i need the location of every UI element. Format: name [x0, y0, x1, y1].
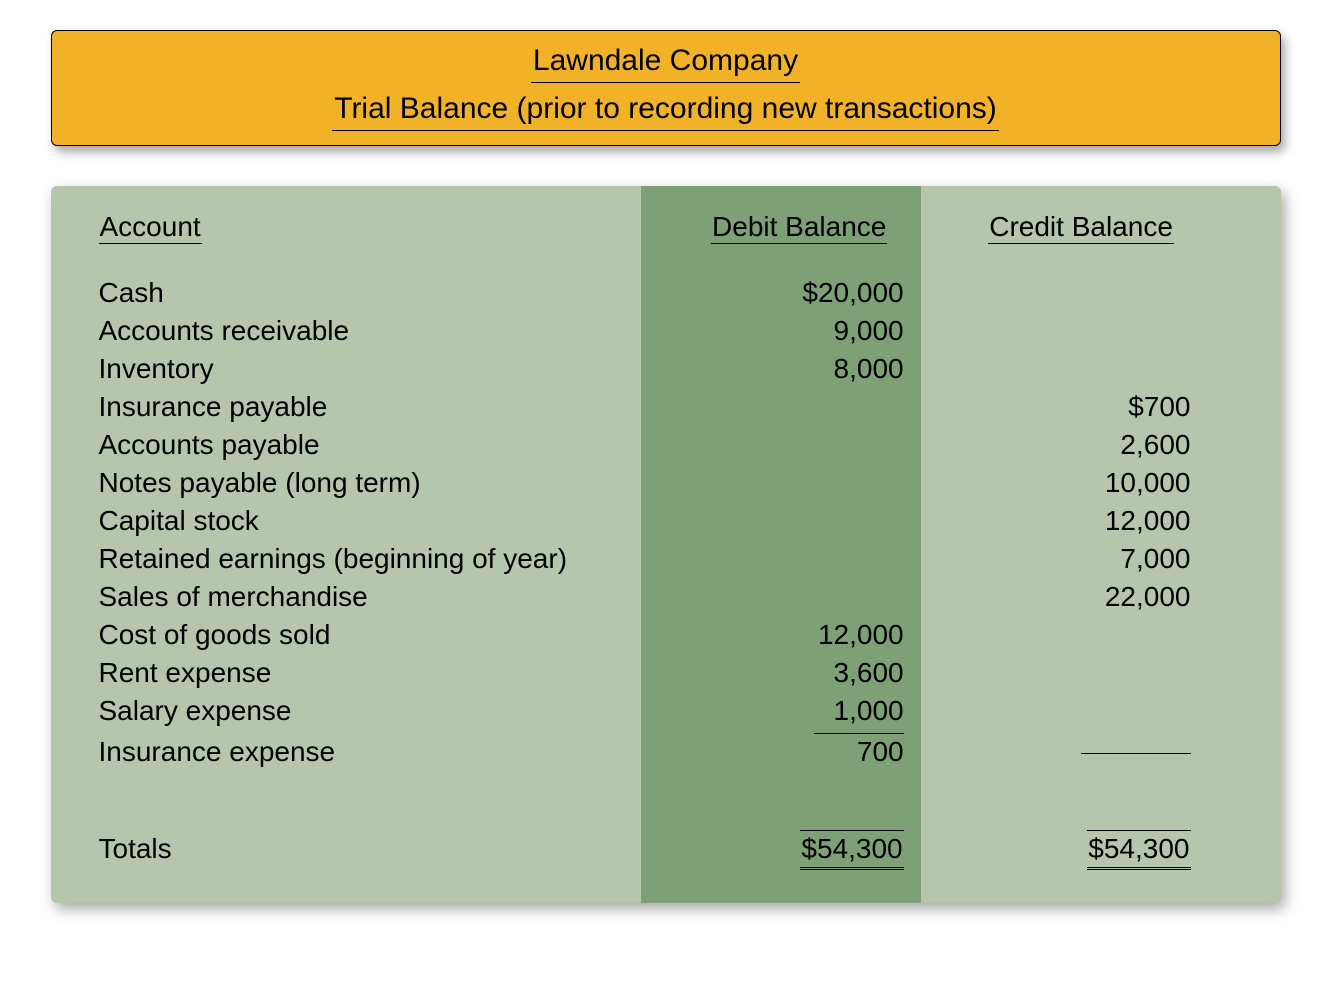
totals-debit: $54,300 [687, 827, 964, 873]
credit-cell [964, 692, 1241, 730]
credit-header: Credit Balance [988, 211, 1174, 244]
credit-cell: 2,600 [964, 426, 1241, 464]
debit-cell: 9,000 [687, 312, 964, 350]
account-cell: Rent expense [91, 654, 687, 692]
debit-cell: 8,000 [687, 350, 964, 388]
totals-label: Totals [91, 827, 687, 873]
company-name: Lawndale Company [531, 41, 800, 83]
table-row: Cost of goods sold12,000 [91, 616, 1241, 654]
account-cell: Inventory [91, 350, 687, 388]
table-row: Accounts receivable9,000 [91, 312, 1241, 350]
credit-cell: 22,000 [964, 578, 1241, 616]
totals-row: Totals $54,300 $54,300 [91, 827, 1241, 873]
debit-cell: 12,000 [687, 616, 964, 654]
debit-cell: 700 [687, 730, 964, 771]
column-headers: Account Debit Balance Credit Balance [91, 208, 1241, 246]
account-cell: Salary expense [91, 692, 687, 730]
table-row: Accounts payable 2,600 [91, 426, 1241, 464]
trial-balance-table: Account Debit Balance Credit Balance Cas… [51, 186, 1281, 903]
credit-cell [964, 654, 1241, 692]
debit-cell [687, 464, 964, 502]
account-cell: Retained earnings (beginning of year) [91, 540, 687, 578]
account-cell: Insurance expense [91, 730, 687, 771]
report-header: Lawndale Company Trial Balance (prior to… [51, 30, 1281, 146]
table-row: Notes payable (long term) 10,000 [91, 464, 1241, 502]
credit-cell: $700 [964, 388, 1241, 426]
table-row: Cash$20,000 [91, 274, 1241, 312]
account-cell: Sales of merchandise [91, 578, 687, 616]
credit-cell: 10,000 [964, 464, 1241, 502]
table-row: Insurance payable $700 [91, 388, 1241, 426]
debit-cell: $20,000 [687, 274, 964, 312]
debit-cell [687, 426, 964, 464]
credit-cell [964, 730, 1241, 771]
credit-cell [964, 616, 1241, 654]
table-row: Salary expense1,000 [91, 692, 1241, 730]
debit-cell [687, 388, 964, 426]
table-row: Capital stock 12,000 [91, 502, 1241, 540]
credit-cell: 12,000 [964, 502, 1241, 540]
debit-cell: 3,600 [687, 654, 964, 692]
credit-cell [964, 312, 1241, 350]
account-cell: Insurance payable [91, 388, 687, 426]
credit-cell [964, 350, 1241, 388]
report-subtitle: Trial Balance (prior to recording new tr… [332, 89, 999, 131]
table-row: Inventory8,000 [91, 350, 1241, 388]
credit-cell: 7,000 [964, 540, 1241, 578]
account-cell: Cost of goods sold [91, 616, 687, 654]
account-cell: Cash [91, 274, 687, 312]
account-cell: Accounts payable [91, 426, 687, 464]
table-row: Rent expense3,600 [91, 654, 1241, 692]
account-header: Account [99, 211, 202, 244]
totals-credit: $54,300 [964, 827, 1241, 873]
debit-cell [687, 578, 964, 616]
debit-cell: 1,000 [687, 692, 964, 730]
debit-cell [687, 502, 964, 540]
table-row: Sales of merchandise 22,000 [91, 578, 1241, 616]
debit-header: Debit Balance [711, 211, 887, 244]
debit-cell [687, 540, 964, 578]
page: Lawndale Company Trial Balance (prior to… [0, 0, 1331, 998]
table-row: Insurance expense 700 [91, 730, 1241, 771]
table-row: Retained earnings (beginning of year) 7,0… [91, 540, 1241, 578]
account-cell: Notes payable (long term) [91, 464, 687, 502]
credit-cell [964, 274, 1241, 312]
account-cell: Accounts receivable [91, 312, 687, 350]
account-cell: Capital stock [91, 502, 687, 540]
